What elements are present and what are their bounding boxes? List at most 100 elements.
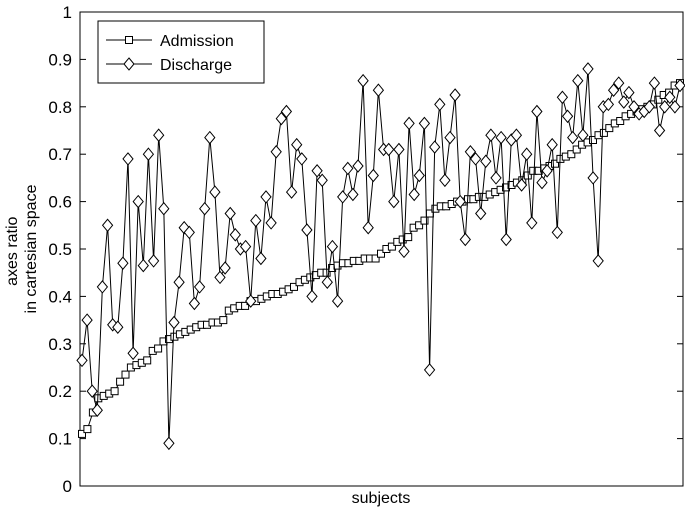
data-point-discharge: [669, 100, 681, 114]
data-point-discharge: [86, 384, 98, 398]
y-tick-label: 0.7: [48, 145, 72, 164]
series-discharge: [76, 62, 685, 451]
data-point-discharge: [500, 232, 512, 247]
data-point-discharge: [515, 178, 528, 192]
data-point-discharge: [541, 164, 553, 178]
data-point-discharge: [429, 140, 441, 154]
data-point-discharge: [551, 225, 563, 240]
data-point-discharge: [469, 152, 482, 166]
data-point-discharge: [219, 261, 231, 275]
data-point-discharge: [459, 232, 471, 247]
data-point-discharge: [352, 159, 364, 173]
legend-marker-square-icon: [125, 36, 133, 44]
data-point-discharge: [132, 194, 144, 209]
data-point-discharge: [602, 97, 615, 112]
data-point-discharge: [444, 130, 456, 145]
data-point-admission: [154, 344, 163, 353]
data-point-discharge: [628, 100, 640, 114]
data-point-discharge: [556, 90, 569, 105]
data-point-discharge: [623, 85, 635, 100]
x-axis-label: subjects: [352, 490, 411, 507]
data-point-discharge: [163, 436, 175, 451]
data-point-discharge: [76, 353, 88, 368]
data-point-discharge: [153, 128, 165, 142]
legend-entry-admission: Admission: [106, 33, 234, 50]
data-point-discharge: [413, 168, 425, 183]
data-point-discharge: [275, 111, 287, 126]
y-tick-label: 1: [63, 3, 72, 22]
y-tick-label: 0: [63, 477, 72, 496]
data-point-discharge: [659, 100, 671, 114]
data-point-discharge: [342, 161, 354, 176]
legend-label-admission: Admission: [160, 33, 234, 50]
data-point-admission: [83, 425, 92, 434]
data-point-discharge: [306, 289, 318, 304]
data-point-admission: [551, 159, 559, 168]
data-point-discharge: [265, 216, 277, 230]
data-point-discharge: [229, 228, 241, 242]
data-point-discharge: [613, 76, 625, 90]
data-point-discharge: [326, 239, 339, 254]
data-point-discharge: [199, 201, 211, 216]
data-point-discharge: [480, 154, 492, 169]
data-point-discharge: [239, 239, 252, 254]
data-point-discharge: [255, 251, 267, 266]
data-point-discharge: [577, 128, 589, 142]
data-point-discharge: [301, 223, 313, 237]
data-point-discharge: [193, 280, 206, 294]
y-tick-label: 0.9: [48, 50, 72, 69]
data-point-discharge: [291, 137, 303, 152]
y-axis-label: axes ratio in cartesian space: [4, 184, 40, 313]
data-point-discharge: [112, 320, 124, 334]
data-point-discharge: [643, 100, 655, 114]
y-tick-label: 0.5: [48, 240, 72, 259]
data-point-discharge: [168, 315, 180, 330]
data-point-discharge: [250, 213, 262, 228]
data-point-admission: [78, 429, 86, 438]
data-point-discharge: [454, 194, 466, 209]
data-point-admission: [654, 95, 663, 104]
data-point-admission: [110, 387, 119, 396]
data-point-admission: [605, 124, 614, 133]
data-point-admission: [377, 249, 385, 258]
data-point-discharge: [653, 123, 666, 138]
data-point-discharge: [521, 147, 533, 161]
data-point-discharge: [127, 346, 139, 361]
data-point-discharge: [490, 171, 502, 185]
y-tick-label: 0.2: [48, 382, 72, 401]
data-point-discharge: [388, 194, 400, 209]
data-point-discharge: [188, 296, 201, 311]
data-point-discharge: [434, 97, 446, 112]
series-layer: [76, 62, 685, 451]
data-point-discharge: [587, 171, 599, 185]
data-point-discharge: [204, 130, 216, 145]
data-point-discharge: [418, 116, 431, 131]
data-point-admission: [241, 301, 250, 310]
data-point-admission: [219, 316, 228, 325]
data-point-discharge: [117, 256, 129, 270]
y-tick-label: 0.1: [48, 430, 72, 449]
series-line-discharge: [81, 68, 681, 444]
data-point-admission: [387, 242, 396, 251]
data-point-discharge: [423, 363, 436, 377]
legend-marker-diamond-icon: [123, 57, 135, 71]
data-point-admission: [415, 221, 424, 230]
data-point-discharge: [296, 152, 308, 166]
legend-label-discharge: Discharge: [160, 57, 232, 74]
data-point-discharge: [158, 201, 170, 216]
y-axis-label-line-2: in cartesian space: [23, 184, 40, 313]
data-point-discharge: [393, 142, 405, 157]
data-point-discharge: [81, 313, 93, 327]
data-point-discharge: [572, 73, 584, 88]
data-point-discharge: [449, 88, 461, 102]
data-point-discharge: [280, 104, 293, 119]
data-point-admission: [589, 136, 597, 144]
data-point-discharge: [592, 254, 604, 268]
y-tick-label: 0.4: [48, 287, 72, 306]
data-point-discharge: [648, 76, 661, 90]
data-point-discharge: [142, 147, 155, 161]
data-point-discharge: [96, 280, 109, 294]
data-point-discharge: [101, 218, 114, 233]
data-point-discharge: [567, 130, 579, 145]
